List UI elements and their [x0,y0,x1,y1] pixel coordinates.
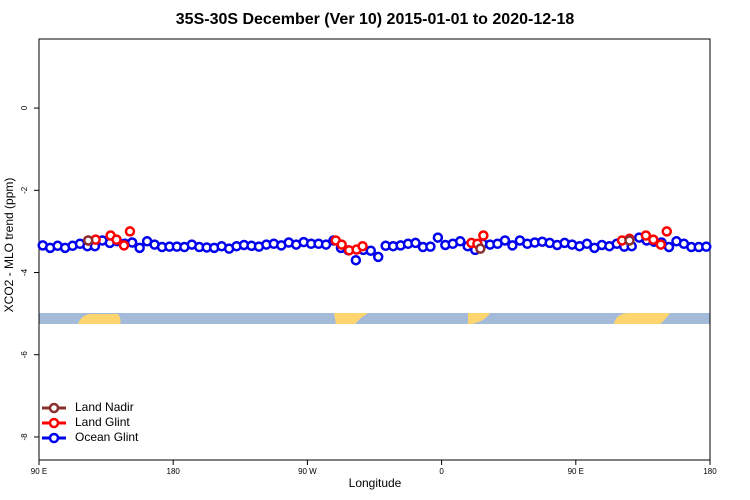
y-axis-label: XCO2 - MLO trend (ppm) [2,178,16,313]
x-tick-label: 180 [167,467,181,476]
point [320,239,332,250]
point [475,243,486,254]
point [372,251,384,263]
x-tick-label: 90 E [31,467,47,476]
chart-title: 35S-30S December (Ver 10) 2015-01-01 to … [176,11,575,28]
land-mask [39,313,710,324]
y-tick-label: -8 [20,433,29,441]
y-tick-label: -6 [20,351,29,359]
point [454,236,466,247]
point [640,230,652,241]
point [111,234,122,245]
legend-marker [48,402,60,414]
point [581,238,593,249]
point [336,239,347,250]
x-tick-label: 90 E [568,467,584,476]
y-tick-label: -2 [20,186,29,194]
legend-marker [48,417,60,429]
x-axis-label: Longitude [349,476,402,490]
point [134,242,145,254]
point [124,226,136,237]
point [478,230,489,241]
legend-label: Ocean Glint [75,430,139,444]
x-tick-label: 0 [439,467,444,476]
legend-label: Land Glint [75,415,130,429]
x-tick-label: 180 [703,467,717,476]
y-tick-label: 0 [20,105,29,110]
point [655,239,667,250]
point [425,241,436,252]
point [82,235,94,246]
point [648,234,659,245]
point [661,226,673,237]
point [365,245,377,256]
point [499,235,511,246]
point [432,232,444,243]
legend-label: Land Nadir [75,400,134,414]
point [357,240,368,252]
point [624,235,635,246]
y-tick-label: -4 [20,268,29,276]
point [701,241,712,252]
legend-marker [48,432,60,444]
point [350,254,362,266]
point [410,237,421,249]
point [507,240,518,251]
point [118,240,130,251]
x-tick-label: 90 W [298,467,317,476]
point [663,241,675,253]
point [126,237,138,248]
